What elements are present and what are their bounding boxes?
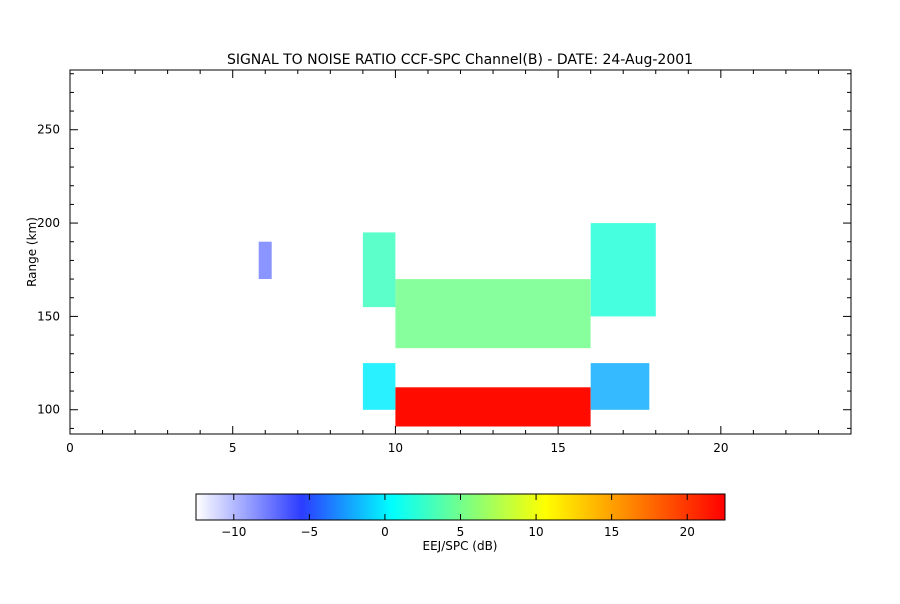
heat-region-2 (362, 232, 396, 308)
colorbar-tick-label: 5 (457, 525, 465, 539)
y-tick-label: 250 (37, 123, 60, 137)
colorbar-tick-label: 10 (528, 525, 543, 539)
x-tick-label: 20 (713, 441, 728, 455)
colorbar-tick-label: −10 (221, 525, 246, 539)
heat-region-6 (258, 241, 272, 279)
colorbar-tick-label: 15 (604, 525, 619, 539)
y-axis-label: Range (km) (25, 217, 39, 287)
colorbar-ticks: −10 −5 0 5 10 15 20 (221, 494, 695, 539)
axes-layer: 0 5 10 15 20 100 150 200 250 (37, 70, 852, 455)
heat-region-1 (395, 279, 591, 349)
plot-frame (69, 69, 852, 435)
colorbar-tick-label: 0 (381, 525, 389, 539)
chart-title: SIGNAL TO NOISE RATIO CCF-SPC Channel(B)… (227, 52, 693, 68)
heat-region-5 (590, 363, 650, 410)
x-tick-label: 0 (66, 441, 74, 455)
heatmap-layer (258, 223, 656, 427)
colorbar-tick-label: −5 (301, 525, 319, 539)
y-tick-label: 150 (37, 309, 60, 323)
x-tick-label: 5 (229, 441, 237, 455)
y-tick-label: 100 (37, 403, 60, 417)
heat-region-0 (395, 387, 591, 427)
colorbar-label: EEJ/SPC (dB) (422, 539, 497, 553)
heat-region-3 (362, 363, 396, 410)
x-tick-label: 10 (388, 441, 403, 455)
y-tick-label: 200 (37, 216, 60, 230)
colorbar-tick-label: 20 (680, 525, 695, 539)
x-tick-label: 15 (550, 441, 565, 455)
heat-region-4 (590, 223, 656, 317)
